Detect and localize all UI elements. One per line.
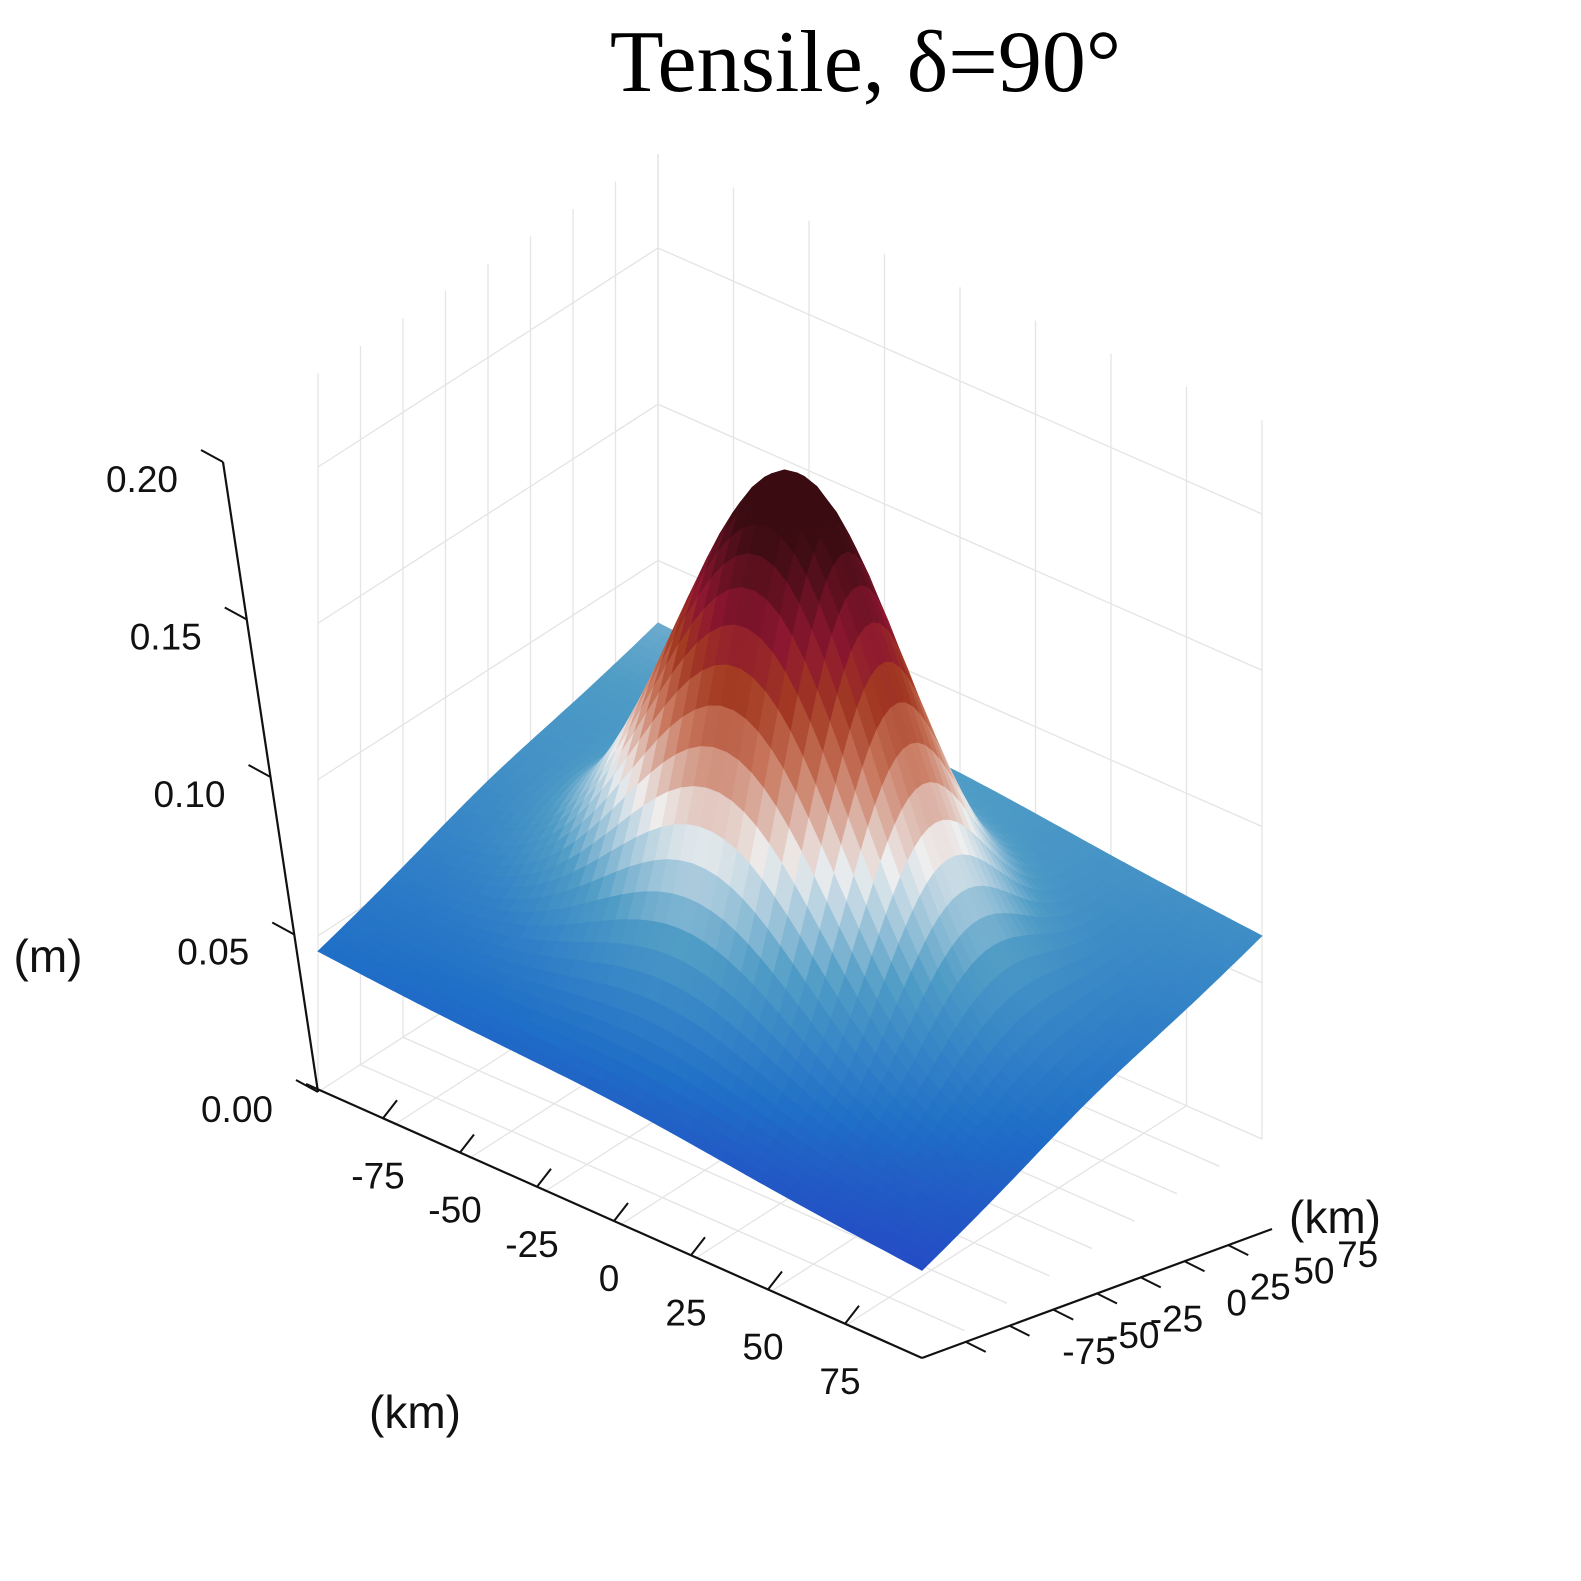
z-tick-label: 0.10 <box>153 774 225 815</box>
y-tick-label: -25 <box>1150 1299 1203 1340</box>
y-axis-title: (km) <box>1289 1191 1381 1243</box>
x-tick-label: 25 <box>665 1292 706 1333</box>
z-tick-label: 0.05 <box>177 932 249 973</box>
x-tick-label: 75 <box>819 1361 860 1402</box>
y-tick <box>965 1340 987 1353</box>
z-tick-label: 0.00 <box>201 1089 273 1130</box>
x-tick-label: -75 <box>351 1155 404 1196</box>
z-tick <box>271 921 295 936</box>
grid-line <box>317 247 1263 515</box>
y-tick-label: -50 <box>1106 1315 1159 1356</box>
x-axis-title: (km) <box>369 1386 461 1438</box>
z-tick <box>295 1079 319 1093</box>
x-tick <box>382 1099 398 1119</box>
axis-layer <box>200 449 1273 1360</box>
chart-title: Tensile, δ=90° <box>609 14 1122 111</box>
grid-line <box>317 403 1263 671</box>
z-tick <box>224 606 248 621</box>
z-tick <box>200 449 224 463</box>
y-tick <box>1096 1292 1118 1305</box>
label-layer: 0.000.050.100.150.20-75-50-250255075-75-… <box>14 459 1381 1438</box>
y-tick-label: -75 <box>1062 1331 1115 1372</box>
y-tick <box>1009 1324 1030 1337</box>
y-tick-label: 50 <box>1293 1250 1334 1291</box>
x-tick <box>613 1202 629 1222</box>
x-tick <box>690 1236 706 1256</box>
x-tick-label: -25 <box>505 1224 558 1265</box>
z-tick <box>248 764 271 778</box>
surface-cell <box>908 1256 930 1271</box>
y-tick <box>1184 1260 1205 1273</box>
y-tick-label: 75 <box>1337 1234 1378 1275</box>
y-tick <box>1140 1276 1162 1289</box>
y-tick-label: 0 <box>1226 1283 1247 1324</box>
grid-line <box>317 559 1263 828</box>
x-tick <box>536 1168 552 1188</box>
y-tick-label: 25 <box>1250 1266 1291 1307</box>
y-tick <box>1227 1244 1249 1257</box>
surface-layer <box>317 469 1263 1271</box>
x-tick-label: 50 <box>742 1327 783 1368</box>
x-tick-label: 0 <box>599 1258 620 1299</box>
grid-line <box>846 1105 1187 1326</box>
x-tick <box>459 1133 475 1154</box>
z-tick-label: 0.15 <box>130 617 202 658</box>
x-tick-label: -50 <box>428 1190 481 1231</box>
z-tick-label: 0.20 <box>106 459 178 500</box>
z-axis-title: (m) <box>14 930 83 982</box>
y-tick <box>1052 1308 1074 1321</box>
x-tick <box>767 1270 783 1291</box>
x-tick <box>844 1305 860 1325</box>
